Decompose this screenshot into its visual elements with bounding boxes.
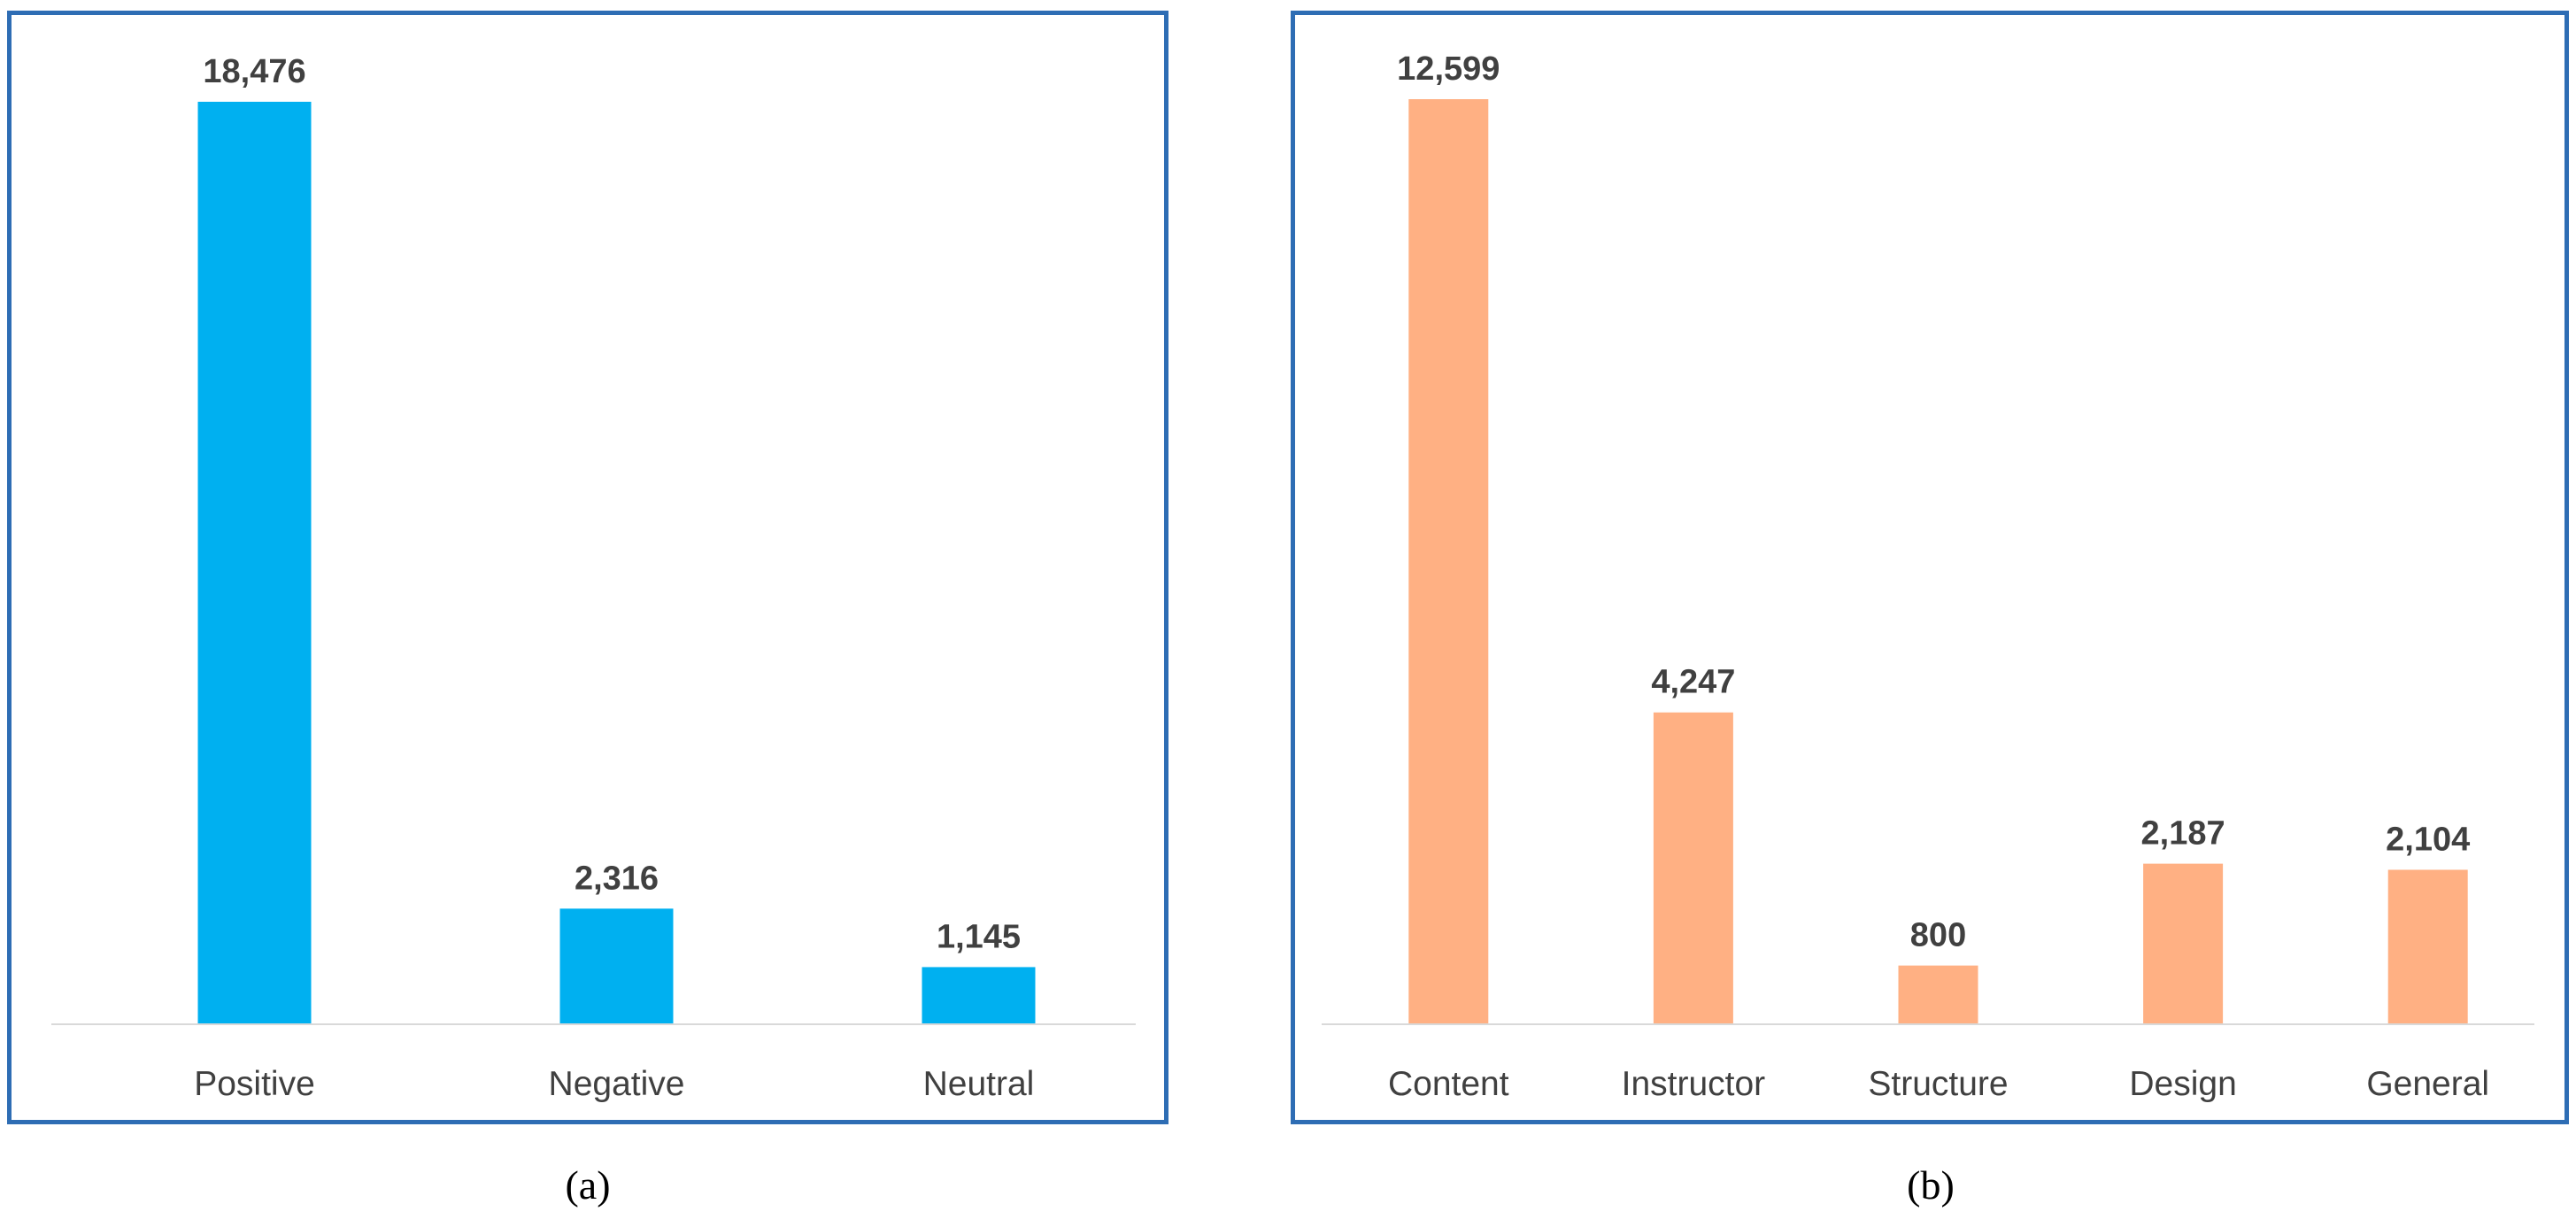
data-label-b-2: 800 (1910, 917, 1966, 954)
chart-panel-a: 18,476 Positive 2,316 Negative 1,145 Neutral (7, 11, 1168, 1124)
bar-a-0 (197, 101, 312, 1024)
caption-b: (b) (1907, 1162, 1955, 1208)
data-label-b-1: 4,247 (1651, 664, 1735, 701)
category-label-b-1: Instructor (1622, 1065, 1766, 1103)
bar-b-3 (2143, 863, 2224, 1024)
bar-b-1 (1653, 712, 1733, 1024)
category-label-a-0: Positive (194, 1065, 315, 1103)
bar-b-0 (1408, 99, 1489, 1024)
chart-b-plot: 12,599 Content 4,247 Instructor 800 Structure… (1322, 50, 2534, 1103)
category-label-b-4: General (2366, 1065, 2489, 1103)
caption-a: (a) (565, 1162, 611, 1208)
data-label-a-0: 18,476 (203, 53, 305, 90)
data-label-b-4: 2,104 (2386, 821, 2470, 858)
data-label-b-0: 12,599 (1397, 50, 1500, 88)
data-label-a-1: 2,316 (575, 860, 659, 897)
category-label-a-1: Negative (549, 1065, 685, 1103)
data-label-b-3: 2,187 (2141, 815, 2225, 853)
bar-a-2 (922, 967, 1036, 1024)
data-label-a-2: 1,145 (937, 918, 1021, 955)
bar-a-1 (559, 908, 674, 1024)
category-label-b-2: Structure (1868, 1065, 2008, 1103)
chart-panel-b: 12,599 Content 4,247 Instructor 800 Structure… (1291, 11, 2569, 1124)
chart-a-plot: 18,476 Positive 2,316 Negative 1,145 Neutral (51, 53, 1136, 1103)
bar-b-4 (2387, 869, 2468, 1024)
bar-b-2 (1898, 965, 1978, 1024)
category-label-b-3: Design (2129, 1065, 2236, 1103)
category-label-b-0: Content (1388, 1065, 1509, 1103)
category-label-a-2: Neutral (923, 1065, 1035, 1103)
